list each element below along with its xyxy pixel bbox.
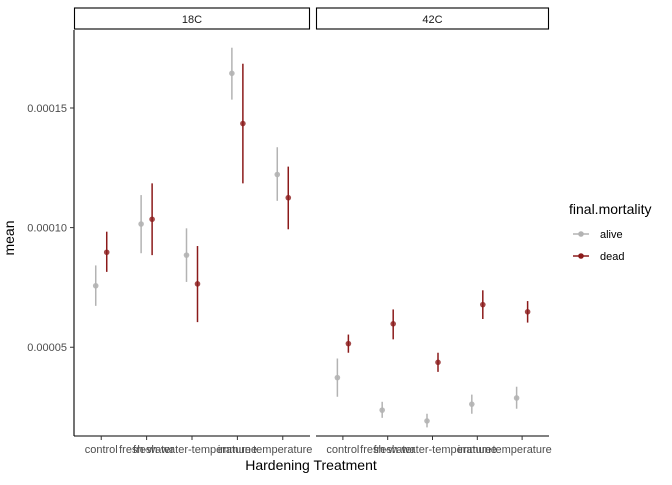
facet-strip-box	[73, 7, 311, 30]
legend-label-dead: dead	[600, 251, 624, 263]
x-tick-label: fresh-water	[119, 444, 174, 456]
legend-key-point-dead	[578, 253, 584, 259]
facet-strip-box	[315, 7, 550, 30]
data-point-alive	[183, 252, 190, 258]
data-point-dead	[524, 309, 531, 315]
data-point-dead	[480, 301, 486, 308]
legend: final.mortality alive dead	[569, 201, 651, 263]
x-tick-label: control	[85, 444, 118, 456]
data-point-alive	[138, 221, 144, 227]
data-point-dead	[103, 249, 110, 256]
legend-label-alive: alive	[600, 229, 623, 241]
x-tick-label: fresh-water-temperature	[133, 444, 251, 456]
data-point-alive	[274, 171, 281, 178]
data-point-dead	[194, 281, 201, 287]
data-point-dead	[435, 359, 441, 366]
x-tick-label: fresh-water	[360, 444, 415, 456]
y-tick-label: 0.00005	[27, 342, 67, 354]
x-tick-label: fresh-water-temperature	[374, 444, 492, 456]
y-tick-label: 0.00010	[27, 223, 67, 235]
facet-panel-42C: 42C control fresh-waterfresh-water-tempera…	[315, 7, 552, 456]
y-tick-label: 0.00015	[27, 103, 67, 115]
data-point-alive	[92, 282, 99, 289]
data-point-alive	[229, 70, 235, 77]
data-point-dead	[390, 320, 396, 327]
data-point-alive	[379, 407, 385, 413]
legend-entries: alive dead	[573, 229, 624, 263]
x-tick-label: control	[326, 444, 359, 456]
data-point-alive	[334, 374, 341, 381]
legend-title: final.mortality	[569, 201, 651, 217]
data-point-alive	[424, 418, 430, 424]
data-point-dead	[240, 120, 246, 127]
data-point-dead	[345, 340, 352, 347]
facet-panel-18C: 18C control fresh-waterfresh-water-tempera…	[73, 7, 312, 456]
x-tick-label: immune	[218, 444, 257, 456]
x-axis-title: Hardening Treatment	[245, 457, 377, 473]
x-tick-label: temperature	[253, 444, 312, 456]
facet-strip-label: 42C	[422, 14, 442, 26]
data-point-alive	[513, 395, 520, 401]
legend-key-point-alive	[578, 231, 584, 237]
x-tick-label: immune	[458, 444, 497, 456]
x-tick-label: temperature	[492, 444, 551, 456]
y-axis: 0.00005 0.00010 0.00015	[27, 30, 75, 436]
data-point-dead	[285, 194, 292, 201]
y-axis-title: mean	[1, 220, 17, 255]
facet-strip-label: 18C	[182, 14, 202, 26]
data-point-alive	[469, 401, 475, 407]
data-point-dead	[149, 216, 155, 223]
